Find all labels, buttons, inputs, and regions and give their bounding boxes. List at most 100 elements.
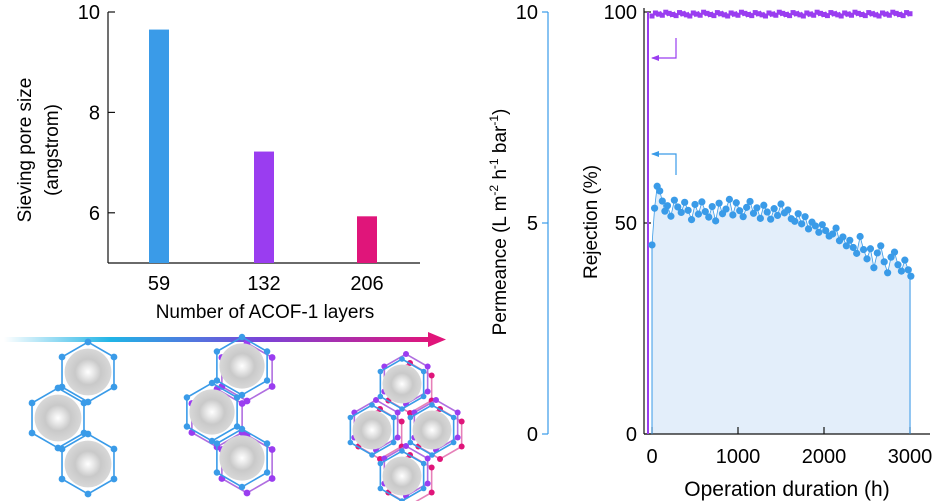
linker-node bbox=[420, 485, 427, 492]
permeance-point bbox=[756, 214, 764, 222]
permeance-point bbox=[715, 199, 723, 207]
rejection-point bbox=[728, 10, 734, 16]
bar-59 bbox=[149, 29, 169, 263]
permeance-point bbox=[670, 196, 678, 204]
rejection-point bbox=[759, 12, 765, 18]
linker-node bbox=[213, 348, 221, 355]
permeance-point bbox=[901, 256, 909, 264]
bar-y-axis-label-line2: (angstrom) bbox=[42, 104, 63, 196]
bar-x-tick-label: 59 bbox=[148, 273, 170, 295]
rejection-point bbox=[656, 11, 662, 17]
linker-node bbox=[458, 418, 465, 425]
rejection-point bbox=[732, 11, 738, 17]
permeance-point bbox=[859, 245, 868, 254]
permeance-point bbox=[866, 245, 875, 253]
permeance-point bbox=[887, 253, 895, 261]
bar-x-axis-label: Number of ACOF-1 layers bbox=[156, 302, 375, 323]
rejection-tick-label: 50 bbox=[615, 213, 637, 235]
linker-node bbox=[84, 430, 92, 438]
permeance-point bbox=[773, 211, 782, 220]
permeance-point bbox=[677, 208, 685, 217]
rejection-point bbox=[849, 12, 855, 18]
rejection-point bbox=[787, 13, 793, 19]
rejection-point bbox=[749, 13, 755, 19]
linker-node bbox=[373, 397, 379, 403]
linker-node bbox=[399, 406, 405, 412]
permeance-point bbox=[656, 187, 664, 195]
rejection-point bbox=[876, 13, 882, 19]
bar-x-tick-label: 206 bbox=[350, 273, 383, 295]
rejection-point bbox=[780, 10, 786, 16]
rejection-point bbox=[835, 12, 841, 18]
linker-node bbox=[450, 439, 457, 446]
permeance-point bbox=[897, 267, 906, 275]
permeance-point bbox=[725, 195, 734, 203]
rejection-point bbox=[793, 11, 799, 17]
linker-node bbox=[84, 338, 92, 346]
linker-node bbox=[268, 383, 276, 390]
rejection-axis-label: Rejection (%) bbox=[581, 165, 602, 279]
linker-node bbox=[450, 414, 457, 421]
pore bbox=[34, 394, 82, 442]
rejection-point bbox=[828, 10, 834, 16]
rejection-point bbox=[904, 10, 910, 16]
rejection-point bbox=[721, 12, 727, 18]
linker-node bbox=[233, 423, 241, 430]
pore bbox=[352, 410, 392, 450]
linker-node bbox=[428, 372, 435, 379]
rejection-point bbox=[811, 12, 817, 18]
permeance-point bbox=[880, 258, 888, 266]
rejection-point bbox=[701, 9, 707, 15]
schematic-206-layers bbox=[347, 351, 465, 501]
rejection-point bbox=[797, 12, 803, 18]
rejection-point bbox=[776, 9, 782, 15]
permeance-point bbox=[798, 220, 806, 228]
pore bbox=[64, 348, 112, 396]
rejection-series-purple bbox=[649, 9, 913, 19]
permeance-point bbox=[846, 236, 854, 244]
linker-node bbox=[424, 455, 431, 462]
rejection-point bbox=[652, 10, 658, 16]
linker-node bbox=[458, 443, 465, 450]
permeance-point bbox=[650, 204, 659, 212]
rejection-point bbox=[725, 13, 731, 19]
linker-node bbox=[347, 439, 354, 446]
permeance-tick-label: 5 bbox=[527, 213, 538, 235]
permeance-point bbox=[763, 208, 771, 216]
linker-node bbox=[407, 414, 414, 421]
permeance-point bbox=[811, 222, 820, 230]
rejection-point bbox=[687, 13, 693, 19]
rejection-point bbox=[718, 11, 724, 17]
permeance-point bbox=[849, 243, 857, 252]
purple-axis-arrow bbox=[651, 38, 677, 61]
rejection-point bbox=[711, 13, 717, 19]
pore bbox=[219, 343, 265, 389]
permeance-point bbox=[822, 226, 830, 235]
rejection-point bbox=[673, 13, 679, 19]
rejection-point bbox=[745, 11, 751, 17]
permeance-point bbox=[705, 213, 713, 221]
layer-gradient-arrow bbox=[4, 332, 446, 347]
permeance-point bbox=[684, 206, 692, 214]
permeance-point bbox=[661, 207, 669, 215]
linker-node bbox=[183, 394, 191, 401]
linker-node bbox=[238, 333, 246, 341]
linker-node bbox=[394, 409, 401, 416]
linker-node bbox=[424, 388, 431, 395]
rejection-point bbox=[690, 10, 696, 16]
bar-206 bbox=[357, 216, 377, 263]
rejection-point bbox=[783, 11, 789, 17]
rejection-point bbox=[807, 11, 813, 17]
permeance-point bbox=[691, 200, 699, 209]
rejection-point bbox=[831, 11, 837, 17]
linker-node bbox=[394, 434, 401, 441]
rejection-tick-label: 100 bbox=[604, 2, 637, 24]
permeance-point bbox=[732, 199, 740, 207]
linker-node bbox=[84, 490, 92, 498]
permeance-point bbox=[694, 210, 703, 218]
bar-x-ticks: 59 132 206 bbox=[148, 273, 384, 295]
linker-node bbox=[390, 439, 397, 446]
permeance-point bbox=[784, 206, 792, 214]
linker-node bbox=[208, 437, 216, 445]
